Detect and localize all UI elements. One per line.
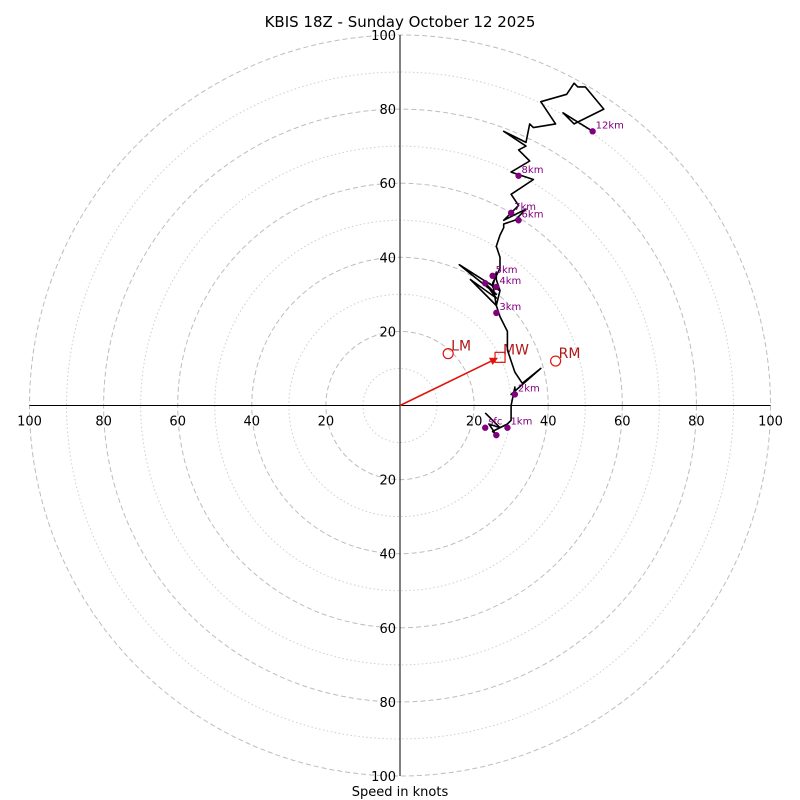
tick-bottom-1: 40 — [379, 548, 396, 563]
height-label-12km: 12km — [596, 120, 624, 131]
height-marker-pt5 — [482, 280, 489, 287]
height-marker-3km — [493, 309, 500, 317]
hodograph-trace — [458, 82, 605, 436]
tick-left-1: 80 — [95, 415, 112, 430]
height-marker-12km — [589, 128, 596, 135]
chart-title: KBIS 18Z - Sunday October 12 2025 — [265, 13, 536, 31]
tick-right-1: 40 — [540, 415, 557, 430]
tick-bottom-2: 60 — [379, 622, 396, 637]
tick-top-3: 80 — [379, 103, 396, 118]
tick-labels: 100 20 20 20 80 40 40 40 60 60 60 60 40 80 80 80 20 100 10… — [17, 29, 783, 785]
height-marker-6km — [515, 217, 522, 224]
height-label-5km: 5km — [496, 265, 518, 276]
height-marker-pt1 — [493, 431, 500, 439]
x-axis-label: Speed in knots — [352, 785, 449, 800]
tick-bottom-4: 100 — [371, 770, 396, 785]
left-mover-marker — [442, 348, 454, 360]
height-marker-4km — [493, 283, 500, 291]
height-marker-5km — [489, 272, 496, 280]
right-mover-label: RM — [559, 346, 581, 362]
tick-right-4: 100 — [758, 415, 783, 430]
height-marker-8km — [515, 172, 522, 179]
tick-left-0: 100 — [17, 415, 42, 430]
wind-trace — [458, 82, 605, 436]
tick-top-1: 40 — [379, 251, 396, 266]
tick-bottom-0: 20 — [379, 474, 396, 489]
height-label-sfc: sfc — [488, 417, 502, 428]
height-label-2km: 2km — [518, 383, 540, 394]
tick-left-2: 60 — [169, 415, 186, 430]
tick-top-2: 60 — [379, 177, 396, 192]
left-mover-label: LM — [451, 339, 471, 355]
height-label-3km: 3km — [499, 302, 521, 313]
tick-top-4: 100 — [371, 29, 396, 44]
height-label-8km: 8km — [522, 165, 544, 176]
height-marker-7km — [507, 209, 515, 217]
tick-bottom-3: 80 — [379, 696, 396, 711]
right-mover-marker — [550, 355, 562, 367]
mean-wind-marker — [494, 351, 506, 363]
height-label-1km: 1km — [510, 417, 532, 428]
tick-right-2: 60 — [614, 415, 631, 430]
height-label-6km: 6km — [522, 209, 544, 220]
tick-left-3: 40 — [244, 415, 261, 430]
height-marker-1km — [504, 424, 511, 431]
mean-wind-vector — [399, 357, 498, 407]
height-label-4km: 4km — [499, 276, 521, 287]
tick-right-3: 80 — [688, 415, 705, 430]
tick-top-0: 20 — [379, 325, 396, 340]
height-marker-sfc — [482, 424, 489, 431]
height-label-7km: 7km — [514, 202, 536, 213]
tick-left-4: 20 — [318, 415, 335, 430]
height-marker-2km — [511, 391, 519, 398]
tick-right-0: 20 — [466, 415, 483, 430]
